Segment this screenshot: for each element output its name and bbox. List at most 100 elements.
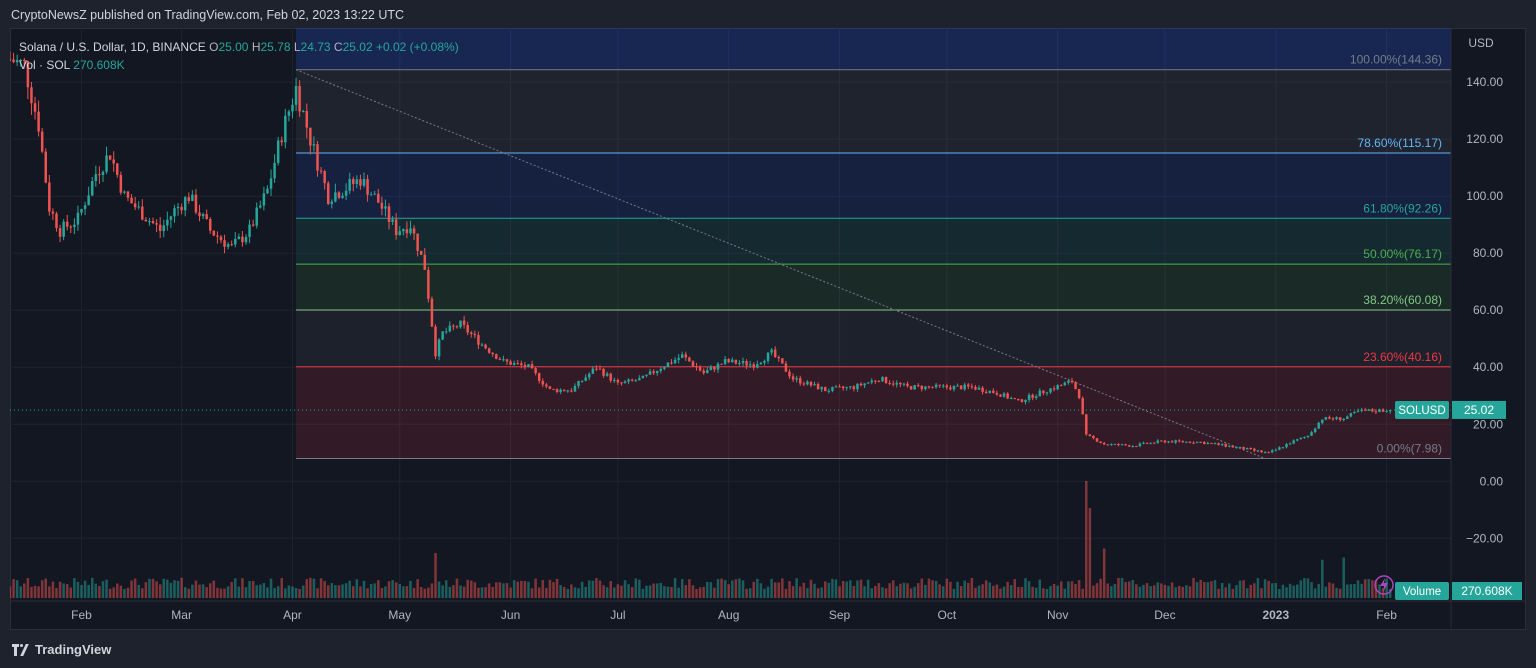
volume-bar: [505, 583, 509, 598]
candle: [380, 196, 384, 216]
volume-bar: [477, 587, 480, 598]
lightning-icon[interactable]: [1374, 575, 1394, 595]
fibonacci-retracement[interactable]: 100.00%(144.36) 78.60%(115.17) 61.80%(92.2…: [295, 28, 1451, 460]
candle: [591, 366, 595, 375]
volume-bar: [502, 583, 505, 598]
volume-bar: [216, 587, 219, 598]
volume-bar: [126, 587, 130, 598]
volume-bar: [1120, 577, 1124, 598]
volume-bar: [1303, 578, 1306, 598]
volume-bar: [723, 580, 727, 598]
candle: [123, 190, 126, 195]
volume-bar: [398, 583, 402, 598]
volume-bar: [913, 586, 916, 598]
volume-bar: [1085, 481, 1088, 598]
candle: [80, 208, 83, 216]
volume-bar: [974, 587, 977, 598]
candlestick-chart[interactable]: 100.00%(144.36) 78.60%(115.17) 61.80%(92.2…: [10, 28, 1526, 630]
volume-bar: [956, 581, 959, 598]
volume-bar: [795, 578, 798, 598]
candle: [15, 54, 19, 66]
candle: [319, 166, 323, 175]
candle: [1135, 445, 1138, 448]
volume-bar: [1203, 581, 1206, 598]
candle: [630, 378, 634, 382]
candle: [942, 383, 945, 389]
volume-bar: [995, 584, 999, 598]
candle: [477, 331, 480, 350]
volume-bar: [509, 587, 512, 598]
candle: [1142, 441, 1145, 445]
x-tick-label: May: [388, 608, 411, 622]
volume-bar: [366, 588, 369, 598]
candle: [119, 171, 123, 195]
candle: [613, 377, 616, 383]
plot-area: 100.00%(144.36) 78.60%(115.17) 61.80%(92.2…: [10, 28, 1451, 601]
candle: [291, 98, 294, 119]
volume-bar: [1095, 583, 1099, 598]
candle: [169, 215, 173, 228]
candle: [1299, 437, 1303, 440]
volume-bar: [284, 588, 287, 598]
volume-bar: [638, 579, 641, 598]
candle: [1281, 446, 1285, 449]
candle: [373, 190, 376, 195]
candle: [849, 386, 852, 390]
volume-bar: [119, 585, 123, 598]
volume-bar: [709, 582, 713, 598]
volume-bar: [1192, 577, 1195, 598]
volume-bar: [663, 586, 666, 598]
volume-badge[interactable]: Volume 270.608K: [1395, 582, 1522, 600]
volume-bar: [713, 587, 716, 598]
volume-bar: [916, 583, 920, 598]
candle: [276, 136, 280, 166]
high-label: H: [251, 40, 261, 54]
volume-bar: [1124, 582, 1127, 598]
volume-bar: [870, 588, 873, 598]
candle: [387, 203, 391, 230]
candle: [1206, 441, 1210, 445]
volume-bar: [1360, 583, 1363, 598]
volume-bar: [1017, 586, 1020, 598]
volume-bar: [1356, 580, 1360, 598]
candle: [1092, 435, 1095, 440]
volume-bar: [448, 587, 452, 598]
candle: [1002, 392, 1006, 398]
candle: [838, 384, 841, 388]
candle: [1027, 392, 1031, 403]
candle: [1342, 417, 1345, 422]
tradingview-logo[interactable]: TradingView: [12, 642, 111, 657]
volume-bar: [970, 578, 974, 598]
volume-bar: [591, 580, 595, 598]
candle: [870, 378, 873, 385]
volume-bar: [1135, 584, 1138, 598]
candle: [166, 211, 169, 231]
volume-bar: [1249, 584, 1253, 598]
candle: [1099, 441, 1102, 444]
candle: [90, 176, 94, 197]
candle: [219, 235, 223, 244]
candle: [337, 191, 341, 200]
volume-bar: [1142, 584, 1145, 598]
candle: [952, 385, 956, 392]
candle: [609, 372, 612, 383]
volume-bar: [1038, 579, 1042, 598]
volume-bar: [934, 580, 938, 598]
volume-bar: [1131, 579, 1135, 598]
candle: [727, 358, 730, 364]
fib-zone: [296, 152, 1451, 219]
volume-bar: [123, 588, 126, 598]
candle: [284, 108, 287, 149]
volume-bar: [670, 587, 673, 598]
open-value: 25.00: [218, 40, 249, 54]
volume-bar: [988, 582, 991, 598]
candle: [1192, 441, 1195, 444]
volume-bar: [1353, 583, 1356, 598]
candle: [881, 376, 884, 382]
volume-bar: [287, 585, 291, 598]
candle: [48, 174, 51, 216]
volume-bar: [1138, 586, 1142, 598]
symbol-price-badge[interactable]: SOLUSD 25.02: [1395, 400, 1506, 419]
candle: [441, 331, 444, 341]
volume-bar: [1070, 581, 1074, 598]
